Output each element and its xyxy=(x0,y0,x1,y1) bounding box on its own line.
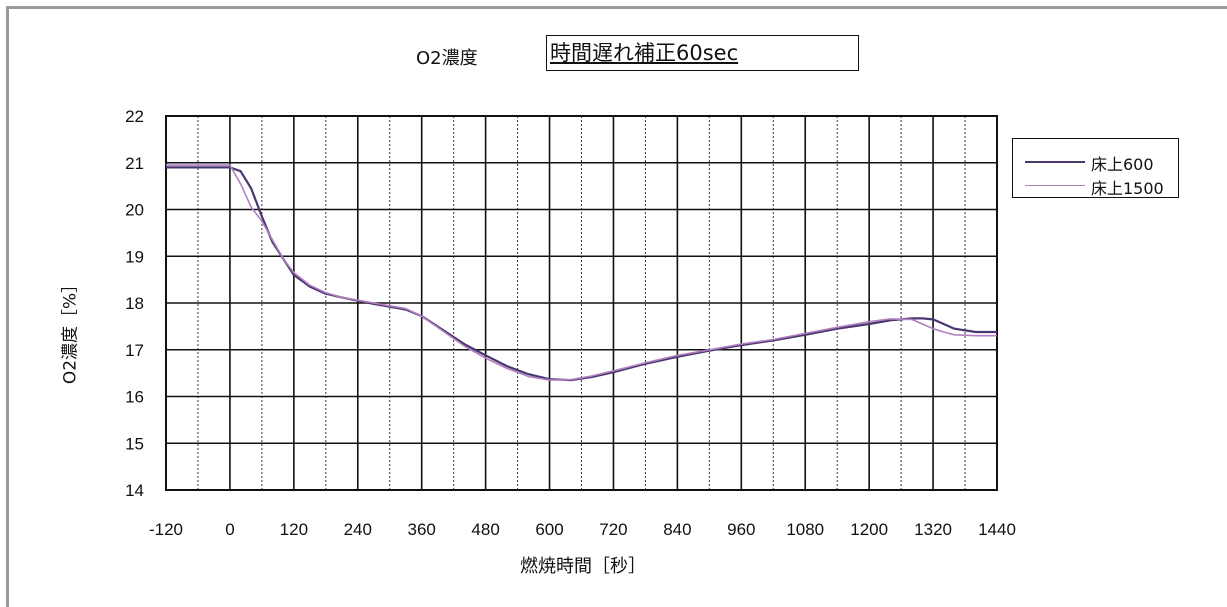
x-tick-label: 1080 xyxy=(786,520,824,539)
legend-label-series-2: 床上1500 xyxy=(1091,179,1164,198)
x-axis-label: 燃焼時間［秒］ xyxy=(520,556,646,577)
x-tick-label: 720 xyxy=(599,520,627,539)
y-axis-label: O2濃度［%］ xyxy=(60,275,81,385)
y-tick-label: 14 xyxy=(125,481,144,500)
y-tick-label: 17 xyxy=(125,341,144,360)
legend-item-series-1: 床上600 xyxy=(1013,149,1178,175)
legend-item-series-2: 床上1500 xyxy=(1013,173,1178,199)
y-tick-label: 15 xyxy=(125,434,144,453)
series-line-2 xyxy=(166,164,997,381)
legend-swatch-series-1 xyxy=(1025,161,1085,163)
legend: 床上600 床上1500 xyxy=(1012,138,1179,198)
chart-subtitle: 時間遅れ補正60sec xyxy=(550,41,739,65)
x-tick-label: 600 xyxy=(535,520,563,539)
x-tick-label: 840 xyxy=(663,520,691,539)
x-tick-label: 1320 xyxy=(914,520,952,539)
y-tick-label: 21 xyxy=(125,154,144,173)
x-tick-label: 240 xyxy=(344,520,372,539)
x-tick-label: 960 xyxy=(727,520,755,539)
x-tick-label: 0 xyxy=(225,520,234,539)
chart-frame xyxy=(6,6,1227,607)
legend-swatch-series-2 xyxy=(1025,185,1085,186)
x-tick-label: 360 xyxy=(408,520,436,539)
chart-title: O2濃度 xyxy=(416,48,478,69)
x-tick-label: 120 xyxy=(280,520,308,539)
x-tick-label: 1440 xyxy=(978,520,1016,539)
y-tick-label: 16 xyxy=(125,388,144,407)
x-tick-label: 480 xyxy=(471,520,499,539)
y-tick-label: 22 xyxy=(125,107,144,126)
y-tick-label: 19 xyxy=(125,247,144,266)
plot-border xyxy=(165,115,998,491)
x-tick-label: -120 xyxy=(149,520,183,539)
chart-subtitle-box: 時間遅れ補正60sec xyxy=(546,35,859,71)
y-tick-label: 18 xyxy=(125,294,144,313)
legend-label-series-1: 床上600 xyxy=(1091,155,1154,174)
x-tick-label: 1200 xyxy=(850,520,888,539)
y-tick-label: 20 xyxy=(125,201,144,220)
